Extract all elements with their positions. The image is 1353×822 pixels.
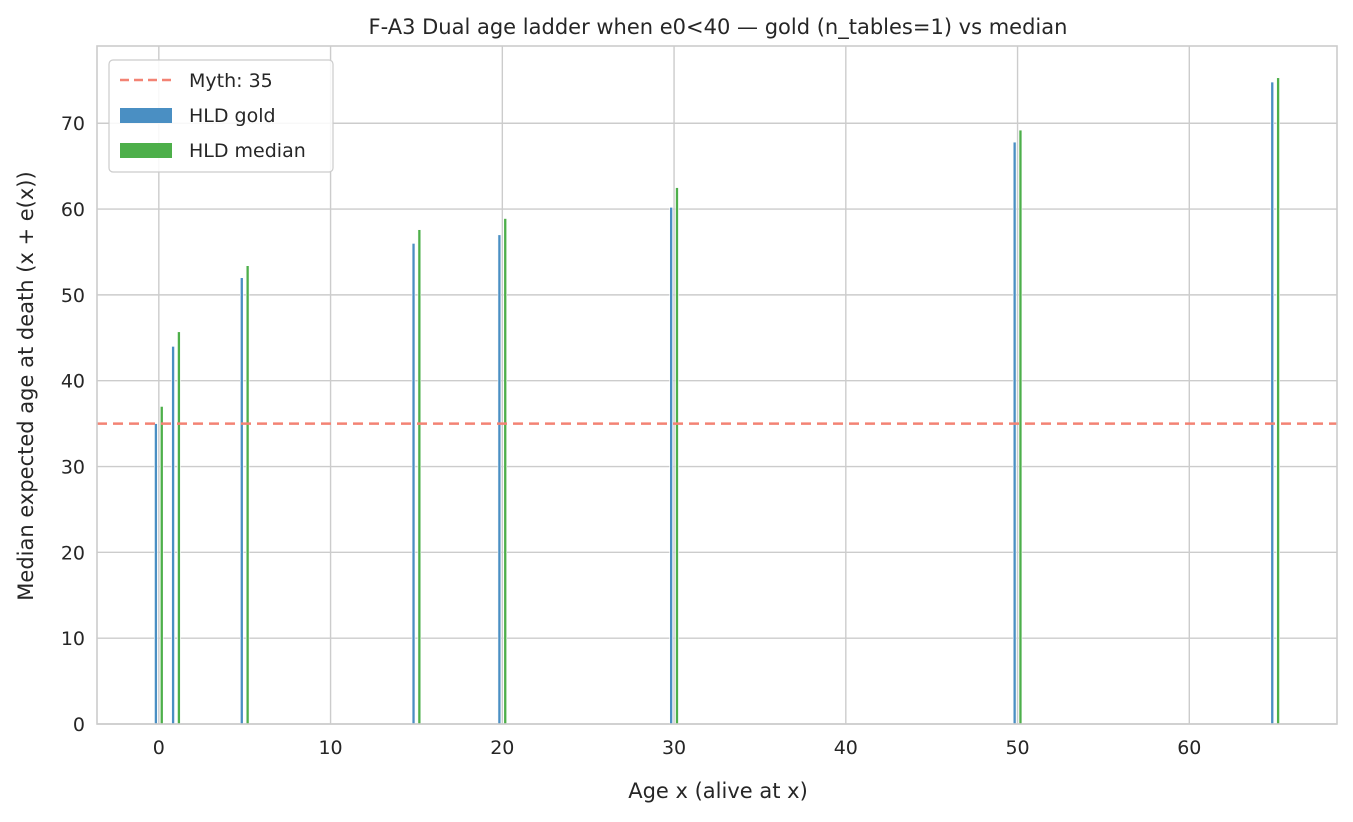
bar-hld-median	[1018, 129, 1023, 725]
x-axis-label: Age x (alive at x)	[628, 779, 808, 803]
bar-hld-median	[1276, 77, 1280, 725]
x-tick-label: 60	[1177, 737, 1201, 759]
y-tick-label: 60	[61, 199, 85, 221]
legend-swatch-gold	[120, 108, 172, 123]
bar-hld-median	[245, 265, 250, 725]
legend-label-median: HLD median	[189, 140, 306, 162]
y-axis-label: Median expected age at death (x + e(x))	[14, 171, 38, 600]
y-tick-label: 10	[61, 628, 85, 650]
bar-hld-gold	[497, 234, 502, 725]
y-tick-label: 50	[61, 285, 85, 307]
y-tick-label: 20	[61, 542, 85, 564]
y-tick-label: 30	[61, 457, 85, 479]
x-tick-label: 50	[1005, 737, 1029, 759]
bar-hld-gold	[1270, 81, 1275, 725]
tick-labels: 0 10 20 30 40 50 60 0 10 20 30 40 50 60 70	[61, 113, 1202, 759]
x-tick-label: 20	[490, 737, 514, 759]
bar-hld-median	[177, 331, 181, 725]
legend: Myth: 35 HLD gold HLD median	[108, 59, 334, 173]
legend-label-gold: HLD gold	[189, 105, 276, 127]
x-tick-label: 40	[834, 737, 858, 759]
bar-hld-gold	[171, 346, 175, 725]
legend-label-myth: Myth: 35	[189, 70, 273, 92]
y-tick-label: 0	[73, 714, 85, 736]
bars-layer	[154, 77, 1280, 725]
legend-swatch-median	[120, 143, 172, 158]
plot-frame	[96, 45, 1338, 725]
bar-hld-median	[417, 229, 422, 725]
grid-layer	[97, 46, 1337, 725]
bar-hld-median	[503, 218, 507, 725]
bar-hld-gold	[1012, 141, 1017, 725]
chart-title: F-A3 Dual age ladder when e0<40 — gold (…	[369, 15, 1068, 40]
x-tick-label: 10	[318, 737, 342, 759]
bar-hld-gold	[154, 423, 158, 725]
bar-hld-median	[159, 406, 164, 725]
bar-hld-median	[675, 187, 679, 725]
bar-hld-gold	[240, 277, 244, 725]
y-tick-label: 40	[61, 371, 85, 393]
bar-hld-gold	[669, 207, 673, 725]
x-tick-label: 30	[662, 737, 686, 759]
bar-hld-gold	[411, 243, 416, 725]
y-tick-label: 70	[61, 113, 85, 135]
x-tick-label: 0	[153, 737, 165, 759]
